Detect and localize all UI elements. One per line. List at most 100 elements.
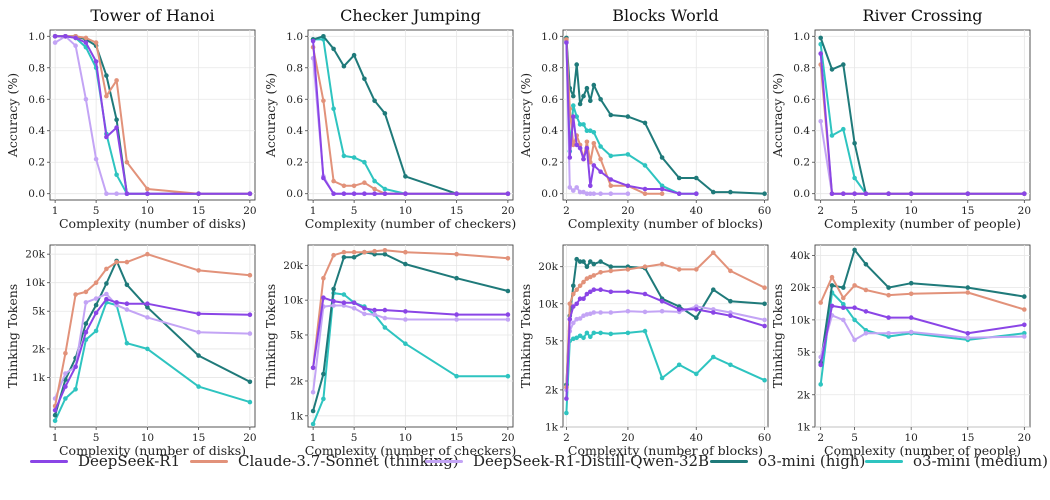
data-point: [372, 98, 377, 104]
data-point: [63, 384, 68, 389]
x-axis-label: Complexity (number of disks): [59, 443, 246, 458]
x-axis-label: Complexity (number of disks): [59, 216, 246, 231]
data-point: [145, 301, 150, 307]
series-o3-mini-high: [52, 258, 253, 418]
data-point: [93, 310, 99, 316]
data-point: [577, 316, 583, 321]
data-point: [863, 262, 869, 267]
data-point: [584, 191, 590, 196]
data-point: [247, 331, 253, 336]
data-point: [886, 334, 891, 339]
data-point: [382, 191, 388, 196]
data-point: [372, 191, 377, 196]
data-point: [908, 329, 914, 335]
chart-title: River Crossing: [862, 6, 982, 25]
x-tick-label: 10: [904, 432, 917, 444]
y-tick-label: 10k: [790, 314, 810, 326]
data-point: [114, 191, 119, 196]
data-point: [1022, 294, 1027, 299]
x-axis-label: Complexity (number of people): [824, 443, 1021, 458]
data-point: [73, 35, 78, 41]
data-point: [564, 396, 569, 401]
data-point: [608, 177, 614, 182]
data-point: [965, 191, 971, 196]
data-point: [104, 134, 109, 140]
data-point: [588, 98, 593, 104]
data-point: [577, 333, 583, 339]
data-point: [382, 251, 388, 257]
series-deepseek-r1: [818, 303, 1027, 368]
x-tick-label: 10: [399, 432, 412, 444]
legend-label: DeepSeek-R1: [78, 452, 181, 470]
data-point: [505, 288, 511, 294]
data-point: [642, 163, 648, 168]
series-deepseek-r1: [52, 34, 253, 196]
data-point: [863, 191, 869, 196]
legend-swatch: [865, 459, 903, 463]
data-point: [124, 307, 130, 312]
data-point: [310, 408, 316, 414]
y-axis-label: Thinking Tokens: [518, 284, 533, 388]
data-point: [403, 249, 408, 255]
y-tick-label: 0.8: [286, 62, 303, 74]
data-point: [728, 189, 733, 195]
data-point: [382, 325, 388, 330]
data-point: [577, 259, 583, 264]
y-tick-label: 0.4: [541, 125, 558, 137]
data-point: [577, 189, 583, 195]
data-point: [145, 191, 150, 196]
x-tick-label: 10: [141, 205, 154, 217]
data-point: [145, 251, 150, 257]
data-point: [598, 169, 603, 174]
data-point: [584, 145, 590, 151]
data-point: [362, 180, 367, 185]
data-point: [63, 351, 68, 356]
x-tick-label: 1: [52, 205, 59, 217]
data-point: [581, 279, 586, 285]
data-point: [728, 313, 733, 319]
y-tick-label: 0.0: [286, 188, 303, 200]
x-tick-label: 2: [563, 432, 570, 444]
data-point: [581, 296, 586, 302]
x-tick-label: 2: [817, 432, 824, 444]
data-point: [577, 101, 583, 107]
data-point: [93, 280, 99, 286]
legend-item-deepseek-r1: DeepSeek-R1: [30, 451, 180, 471]
legend-label: o3-mini (medium): [913, 452, 1048, 470]
data-point: [818, 382, 823, 387]
data-point: [965, 290, 971, 295]
x-tick-label: 5: [851, 205, 858, 217]
data-point: [625, 267, 631, 272]
data-point: [659, 191, 665, 196]
y-tick-label: 0.0: [28, 188, 45, 200]
data-point: [574, 335, 579, 341]
y-tick-label: 0.6: [793, 94, 810, 106]
data-point: [608, 264, 614, 270]
data-point: [145, 186, 150, 192]
data-point: [124, 340, 130, 346]
data-point: [886, 331, 891, 336]
data-point: [104, 73, 109, 78]
data-point: [104, 191, 109, 196]
y-tick-label: 1k: [290, 410, 304, 422]
data-point: [505, 191, 511, 196]
x-tick-label: 20: [1018, 432, 1031, 444]
data-point: [852, 337, 857, 343]
data-point: [351, 300, 357, 306]
series-claude-3-7-sonnet-thinking: [52, 251, 253, 409]
data-point: [608, 310, 614, 315]
y-tick-label: 5k: [290, 329, 304, 341]
data-point: [63, 34, 68, 39]
chart-title: Checker Jumping: [340, 6, 481, 25]
data-point: [577, 283, 583, 289]
chart-title: Tower of Hanoi: [90, 6, 214, 25]
data-point: [104, 296, 109, 302]
data-point: [659, 298, 665, 304]
axes-frame: [307, 244, 514, 428]
data-point: [886, 191, 891, 196]
data-point: [886, 315, 891, 320]
series-deepseek-r1: [564, 287, 767, 401]
data-point: [852, 305, 857, 311]
